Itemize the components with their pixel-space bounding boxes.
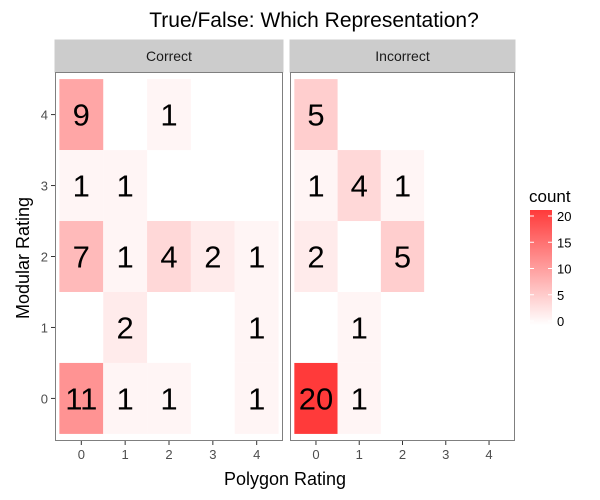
cell-count-label: 1 [160,381,177,416]
legend-tick-label: 10 [557,262,571,277]
heatmap-tile [103,221,148,292]
y-axis-title: Modular Rating [13,197,33,319]
x-tick-label: 2 [165,447,172,462]
y-axis: 0 1 2 3 4 [41,108,55,406]
y-tick-label: 0 [41,391,48,406]
heatmap-tile [234,221,279,292]
y-tick-label: 3 [41,179,48,194]
heatmap-tile [59,362,104,434]
cell-count-label: 5 [394,240,411,275]
cell-count-label: 1 [248,240,265,275]
heatmap-tile [234,291,279,363]
y-tick-label: 4 [41,108,48,123]
legend: count 0 5 10 15 20 [529,187,571,329]
cell-count-label: 4 [351,169,368,204]
cell-count-label: 1 [248,310,265,345]
cell-count-label: 9 [73,98,90,133]
heatmap-tile [103,150,148,222]
heatmap-tile [380,221,425,292]
facet-strip [54,39,284,73]
heatmap-tile [103,362,148,434]
cell-count-label: 20 [299,381,333,416]
heatmap-tile [59,150,104,222]
cell-count-label: 2 [204,240,221,275]
cell-count-label: 1 [394,169,411,204]
legend-title: count [529,187,571,206]
facet-strip-label: Incorrect [375,48,430,64]
heatmap-tile [337,362,381,434]
cell-count-label: 1 [307,169,324,204]
heatmap-tile [294,362,338,434]
x-tick-label: 4 [485,447,492,462]
cell-count-label: 7 [73,240,90,275]
x-tick-label: 4 [253,447,260,462]
legend-tick-label: 15 [557,235,571,250]
x-tick-label: 1 [356,447,363,462]
heatmap-tile [294,150,338,222]
chart-title: True/False: Which Representation? [149,9,479,32]
x-tick-label: 3 [442,447,449,462]
heatmap-tile [294,221,338,292]
cell-count-label: 1 [351,381,368,416]
panel-border [55,72,283,441]
cell-count-label: 2 [117,310,134,345]
x-tick-label: 1 [122,447,129,462]
cell-count-label: 4 [160,240,177,275]
heatmap-tile [380,150,425,222]
x-tick-label: 0 [78,447,85,462]
y-tick-label: 2 [41,250,48,265]
cell-count-label: 1 [117,240,134,275]
heatmap-tile [59,79,104,151]
heatmap-tile [147,362,191,434]
heatmap-tile [337,291,381,363]
heatmap-tile [234,362,279,434]
x-tick-label: 2 [399,447,406,462]
x-tick-label: 0 [312,447,319,462]
heatmap-tile [294,79,338,151]
x-axis-title: Polygon Rating [224,469,346,489]
cell-count-label: 11 [65,381,97,416]
x-tick-label: 3 [209,447,216,462]
legend-tick-label: 0 [557,314,564,329]
heatmap-tile [147,221,191,292]
facet-strip-label: Correct [146,48,192,64]
cell-count-label: 1 [117,381,134,416]
heatmap-tile [59,221,104,292]
cell-count-label: 1 [73,169,90,204]
y-tick-label: 1 [41,320,48,335]
legend-tick-label: 5 [557,288,564,303]
legend-tick-label: 20 [557,209,571,224]
cell-count-label: 1 [248,381,265,416]
heatmap-tile [103,291,148,363]
heatmap-tile [147,79,191,151]
cell-count-label: 1 [117,169,134,204]
heatmap-tile [337,150,381,222]
heatmap-tile [190,221,235,292]
cell-count-label: 1 [351,310,368,345]
legend-colorbar [530,210,552,325]
cell-count-label: 2 [307,240,324,275]
panel-border [290,72,515,441]
cell-count-label: 1 [160,98,177,133]
cell-count-label: 5 [307,98,324,133]
facet-strip [289,39,516,73]
